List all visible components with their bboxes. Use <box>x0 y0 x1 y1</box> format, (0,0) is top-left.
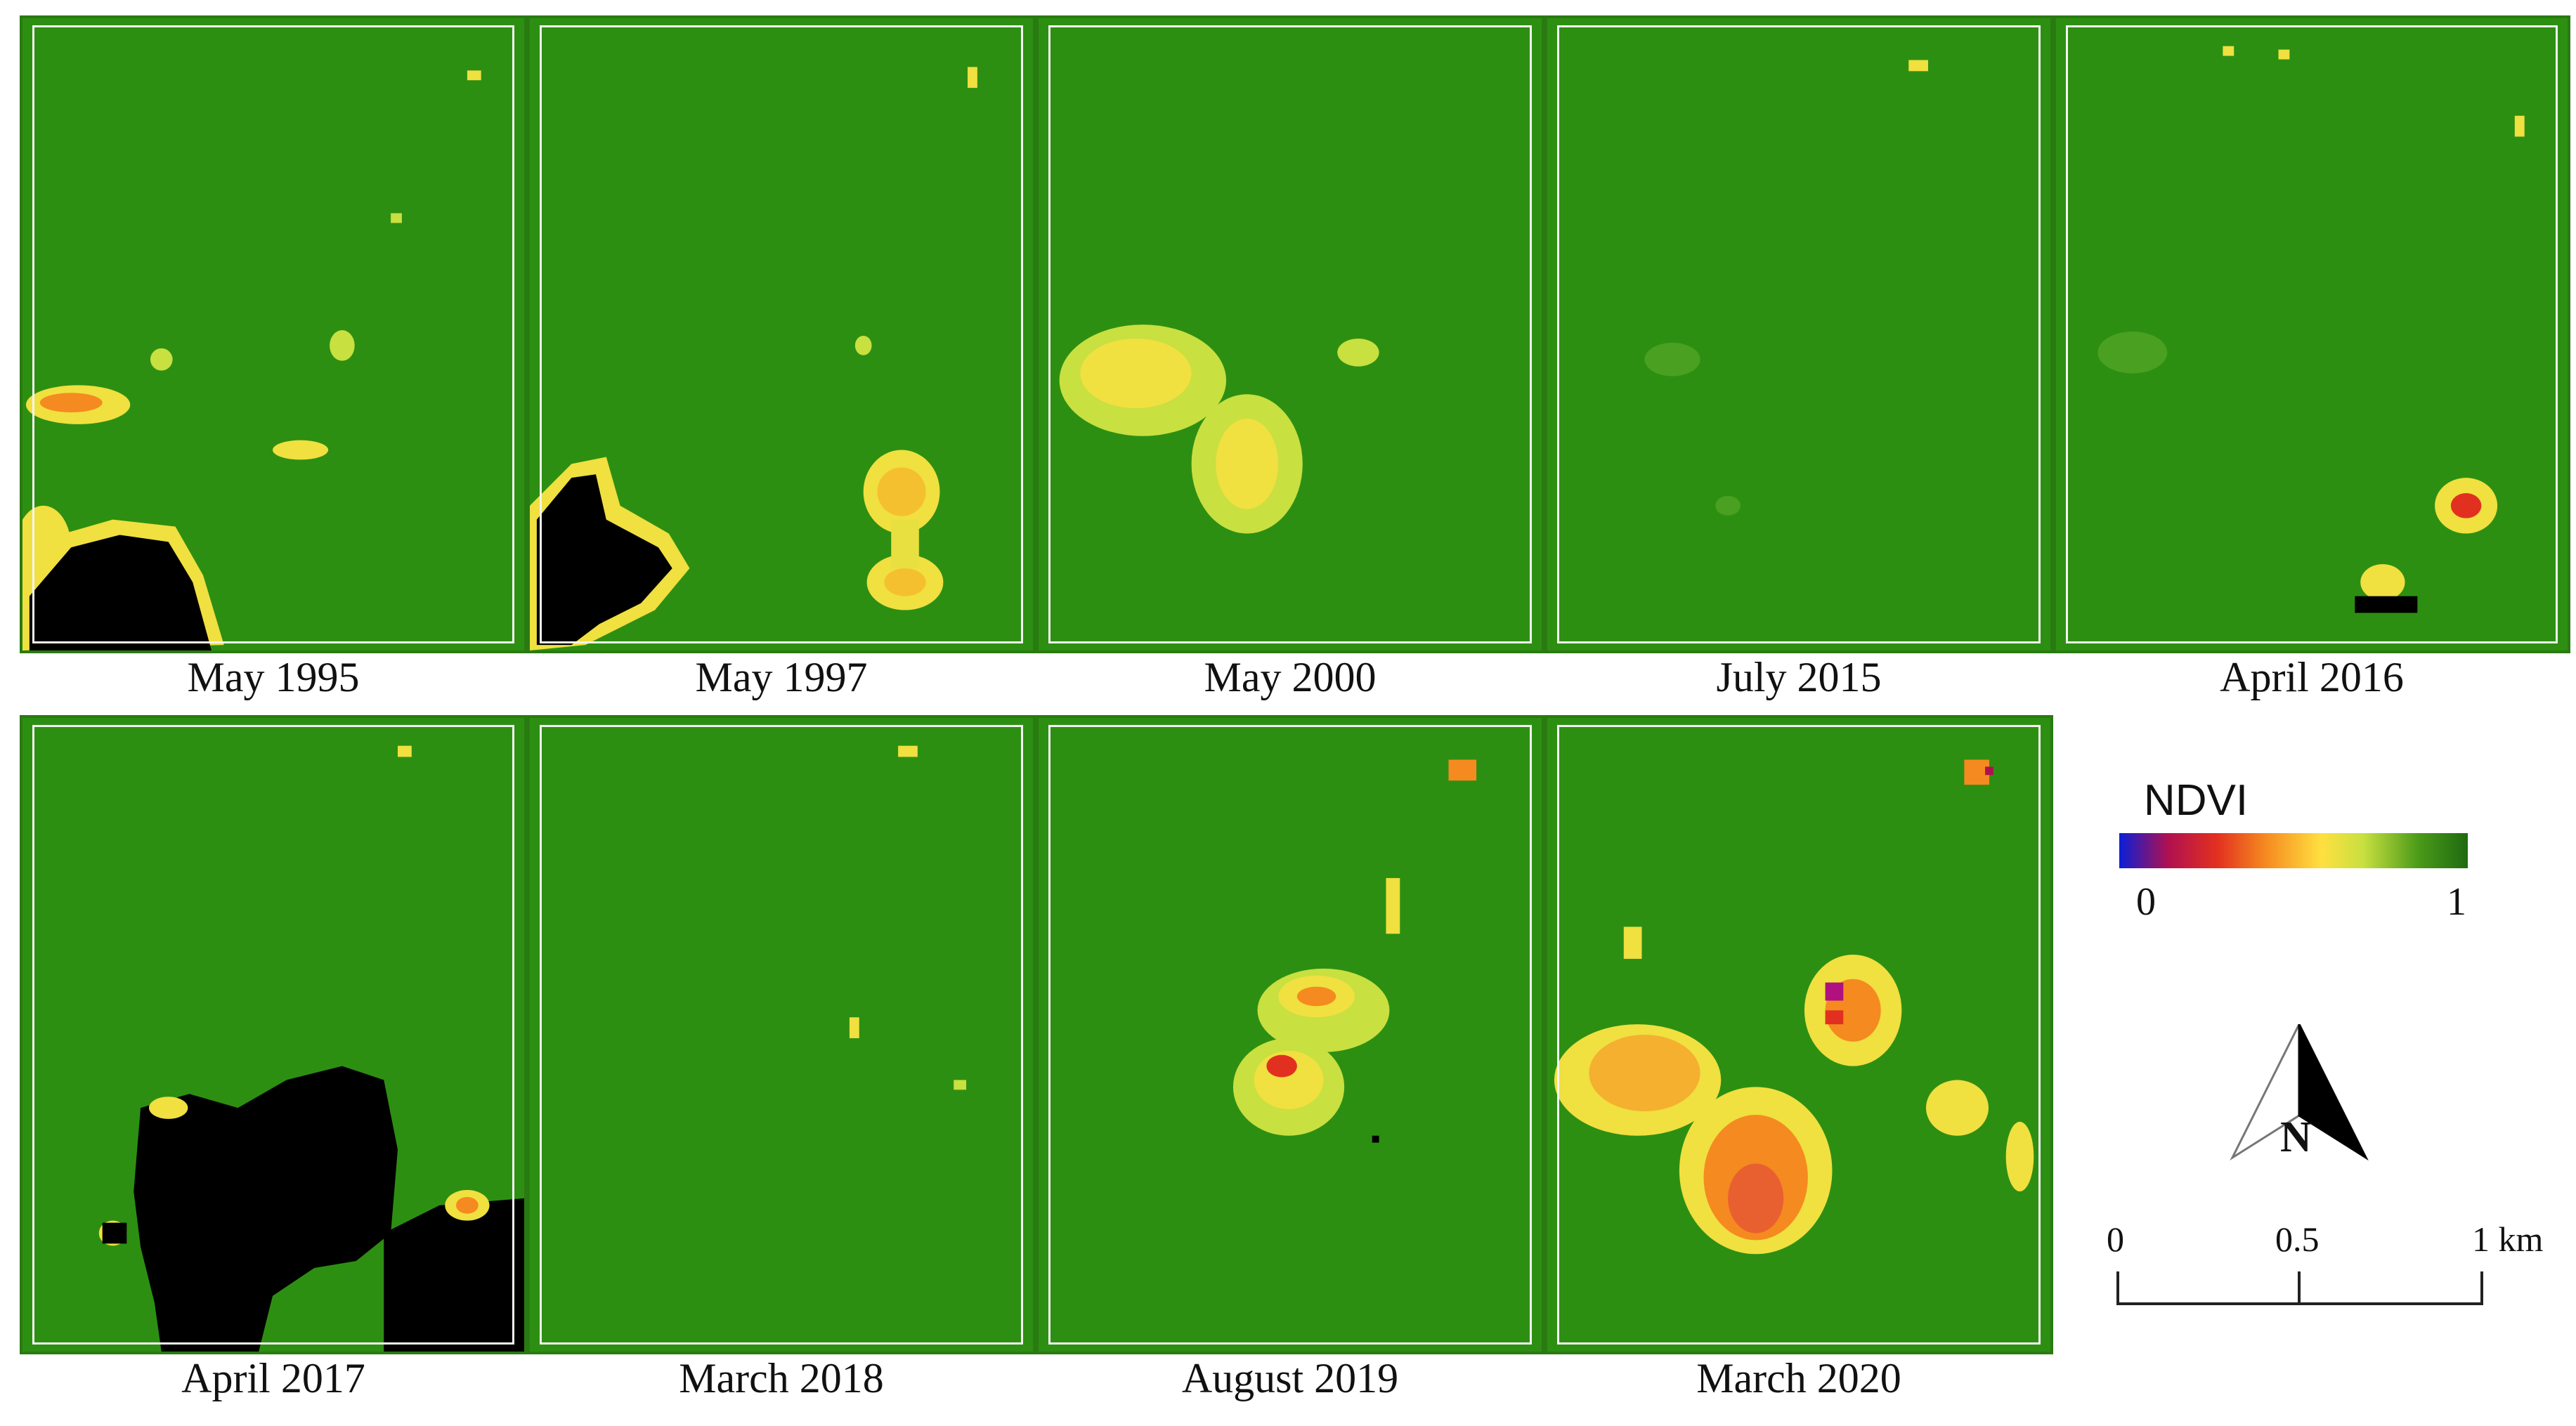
ndvi-map-image <box>2097 46 2525 613</box>
ndvi-map-image <box>1644 60 1928 516</box>
panel-label: April 2016 <box>2220 654 2404 700</box>
map-panel-april-2017 <box>20 715 527 1354</box>
panel-label: May 1995 <box>187 654 360 700</box>
ndvi-map-image <box>1232 759 1477 1143</box>
scale-label-1km: 1 km <box>2472 1219 2544 1259</box>
map-panel-may-1995 <box>20 15 527 653</box>
legend-title: NDVI <box>2143 776 2249 825</box>
scale-bar-tick <box>2298 1271 2301 1305</box>
scale-bar-tick <box>2480 1271 2483 1305</box>
north-arrow-letter: N <box>2280 1113 2312 1161</box>
ndvi-map-image <box>849 745 967 1090</box>
panel-label: May 1997 <box>695 654 868 700</box>
ndvi-map-image <box>22 70 481 650</box>
colorbar-min-label: 0 <box>2136 880 2156 924</box>
map-panel-august-2019 <box>1036 715 1544 1354</box>
ndvi-colorbar <box>2119 833 2468 868</box>
scale-label-half: 0.5 <box>2275 1219 2320 1259</box>
panel-label: April 2017 <box>181 1355 365 1401</box>
panel-label: August 2019 <box>1181 1355 1399 1401</box>
north-arrow-icon <box>2230 1024 2369 1161</box>
map-panel-may-2000 <box>1036 15 1544 653</box>
map-panel-july-2015 <box>1544 15 2053 653</box>
scale-label-0: 0 <box>2107 1219 2124 1259</box>
ndvi-map-image <box>1059 325 1379 534</box>
panel-label: March 2020 <box>1696 1355 1901 1401</box>
panel-label: July 2015 <box>1716 654 1882 700</box>
map-panel-april-2016 <box>2053 15 2570 653</box>
scale-bar-tick <box>2116 1271 2119 1305</box>
map-panel-march-2020 <box>1544 715 2053 1354</box>
map-panel-march-2018 <box>527 715 1036 1354</box>
map-panel-may-1997 <box>527 15 1036 653</box>
panel-label: May 2000 <box>1204 654 1377 700</box>
colorbar-max-label: 1 <box>2447 880 2466 924</box>
panel-label: March 2018 <box>679 1355 884 1401</box>
ndvi-map-image <box>530 67 977 650</box>
ndvi-map-image <box>1554 759 2034 1255</box>
ndvi-map-image <box>98 745 524 1352</box>
